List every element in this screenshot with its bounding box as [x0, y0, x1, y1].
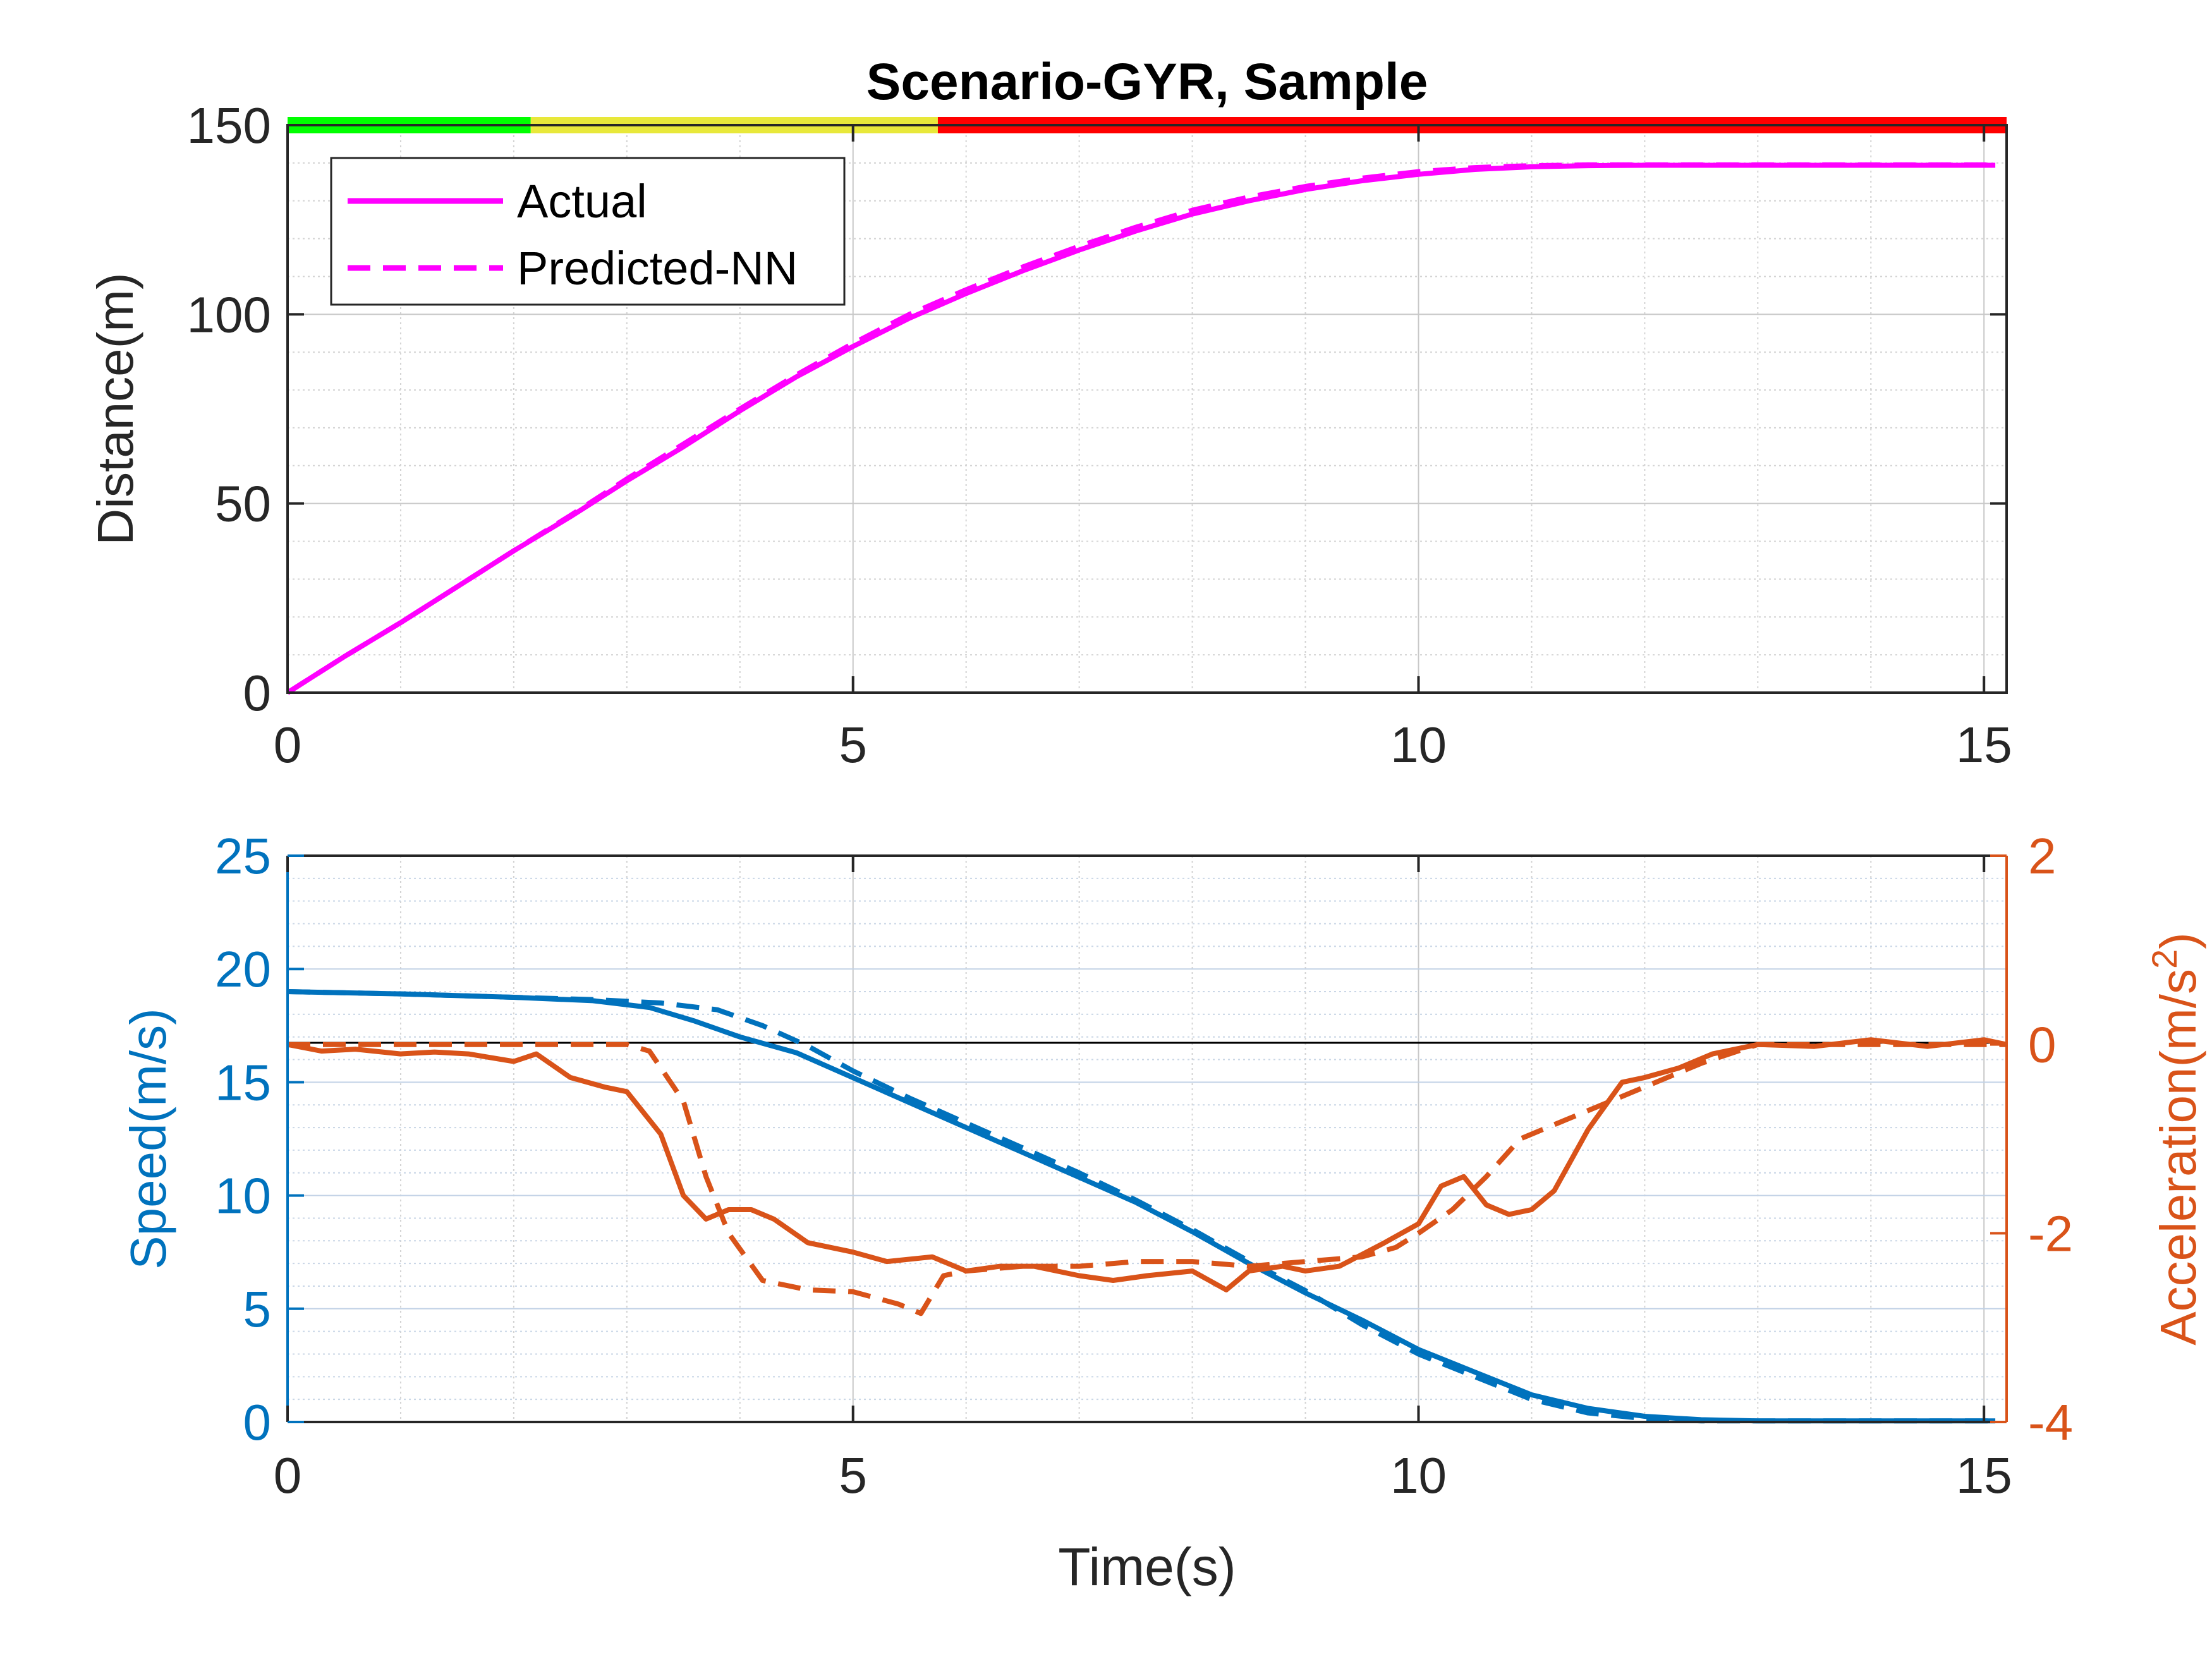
- acceleration-label-main: Acceleration(m/s: [2150, 969, 2206, 1346]
- distance-legend: Actual Predicted-NN: [330, 157, 846, 306]
- distance-plot-lines: [286, 162, 1996, 695]
- legend-predicted-label: Predicted-NN: [517, 242, 798, 295]
- acceleration-y-tick-label: -4: [2028, 1394, 2073, 1450]
- time-x-tick-label: 0: [274, 1447, 302, 1504]
- speed-y-tick-label: 20: [215, 941, 271, 997]
- acceleration-label-close: ): [2150, 932, 2206, 949]
- acceleration-y-tick-label: 2: [2028, 828, 2057, 884]
- distance-chart-title: Scenario-GYR, Sample: [866, 53, 1428, 111]
- distance-y-tick-label: 50: [215, 476, 271, 532]
- speed-y-tick-label: 25: [215, 828, 271, 884]
- speed-acceleration-plot-lines: [287, 989, 2007, 1424]
- speed-y-tick-label: 15: [215, 1054, 271, 1110]
- distance-y-tick-label: 0: [243, 665, 272, 721]
- speed-y-tick-label: 5: [243, 1281, 272, 1337]
- time-x-axis-label: Time(s): [1058, 1537, 1236, 1596]
- speed-y-tick-label: 10: [215, 1168, 271, 1224]
- distance-x-tick-label: 15: [1956, 717, 2012, 773]
- acceleration-actual-line: [287, 1037, 2007, 1292]
- time-x-tick-label: 5: [839, 1447, 867, 1504]
- acceleration-predicted-line: [288, 1042, 2007, 1316]
- distance-y-axis-label: Distance(m): [87, 272, 143, 545]
- time-x-tick-label: 10: [1390, 1447, 1447, 1504]
- acceleration-label-superscript: 2: [2144, 949, 2184, 969]
- speed-y-tick-label: 0: [243, 1394, 272, 1450]
- legend-box: [330, 157, 846, 306]
- distance-y-tick-label: 150: [187, 97, 271, 154]
- speed-y-axis-label: Speed(m/s): [120, 1008, 176, 1269]
- time-x-tick-label: 15: [1956, 1447, 2012, 1504]
- legend-actual-label: Actual: [517, 175, 647, 228]
- distance-x-tick-label: 0: [274, 717, 302, 773]
- speed-acceleration-panel: 0 5 10 15 0 5 10 15 20 25 -4 -2 0 2 Time(s) Speed(m/s…: [120, 828, 2206, 1596]
- acceleration-y-tick-label: 0: [2028, 1017, 2057, 1073]
- distance-x-tick-label: 5: [839, 717, 867, 773]
- distance-predicted-line: [286, 162, 1996, 695]
- speed-minor-grid: [288, 856, 2007, 1422]
- distance-axes-box: [286, 124, 2008, 694]
- distance-y-tick-label: 100: [187, 286, 271, 343]
- speed-major-grid: [288, 856, 2007, 1422]
- speed-ticks: 0 5 10 15 0 5 10 15 20 25 -4 -2 0 2: [215, 828, 2073, 1504]
- distance-x-tick-label: 10: [1390, 717, 1447, 773]
- distance-minor-grid: [288, 125, 2007, 693]
- speed-predicted-line: [287, 989, 1996, 1424]
- acceleration-y-axis-label: Acceleration(m/s2): [2144, 932, 2206, 1346]
- distance-major-grid: [288, 125, 2007, 693]
- acceleration-y-tick-label: -2: [2028, 1205, 2073, 1261]
